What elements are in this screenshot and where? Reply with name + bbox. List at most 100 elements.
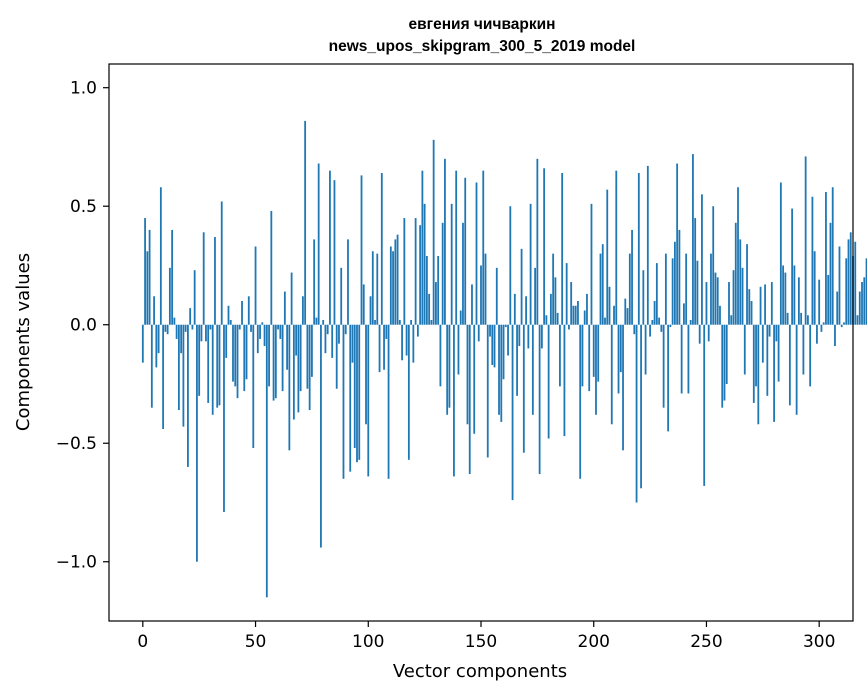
bar <box>779 182 782 325</box>
bar <box>209 324 212 330</box>
bar <box>495 267 498 325</box>
bar <box>200 324 203 342</box>
bar <box>356 324 358 463</box>
bar <box>606 189 609 325</box>
bar <box>428 293 431 325</box>
bar <box>782 265 785 325</box>
bar <box>701 194 703 325</box>
bar <box>407 324 410 460</box>
bar <box>825 191 827 325</box>
bar <box>317 163 320 325</box>
bar <box>425 255 428 325</box>
bar <box>527 324 530 349</box>
y-tick-label: 0.5 <box>70 197 97 217</box>
bar <box>432 139 435 325</box>
bar <box>338 324 340 344</box>
bar <box>205 324 207 342</box>
bar <box>439 324 442 387</box>
bar <box>525 296 527 325</box>
bar <box>250 324 252 332</box>
bar <box>369 296 372 325</box>
bar <box>311 324 313 377</box>
chart-title: евгения чичваркин news_upos_skipgram_300… <box>329 16 636 55</box>
bar <box>545 315 548 325</box>
bar <box>696 260 699 325</box>
bar <box>247 296 250 325</box>
bar <box>256 324 259 354</box>
x-tick-label: 300 <box>803 632 835 652</box>
bar <box>315 317 318 325</box>
bar <box>820 324 823 332</box>
bar <box>362 284 365 325</box>
bar <box>613 305 615 325</box>
bar <box>198 324 201 396</box>
bar <box>146 251 149 325</box>
bar <box>295 324 298 356</box>
bar <box>171 229 174 325</box>
bar <box>191 324 194 330</box>
bar <box>502 324 505 380</box>
bar <box>272 324 275 401</box>
bar <box>475 182 478 325</box>
bar <box>507 324 509 356</box>
bar <box>646 165 649 325</box>
bar <box>435 282 437 325</box>
bar <box>378 324 381 373</box>
bar <box>326 324 329 335</box>
bar <box>347 239 349 325</box>
bar <box>153 296 155 325</box>
bar <box>655 263 658 325</box>
bar <box>543 168 546 325</box>
bar <box>342 324 345 479</box>
bar <box>775 324 778 342</box>
bar <box>155 324 158 368</box>
bar <box>340 267 343 325</box>
bar <box>595 324 597 415</box>
bar <box>283 291 286 325</box>
bar <box>640 324 642 489</box>
bar <box>723 324 726 401</box>
bar <box>856 315 859 325</box>
bar <box>159 187 162 325</box>
bar <box>464 177 467 325</box>
bar <box>764 284 766 325</box>
bar <box>358 324 361 460</box>
x-tick-label: 0 <box>137 632 148 652</box>
bar <box>813 251 816 325</box>
bar <box>579 324 582 479</box>
bar <box>791 208 794 325</box>
bar <box>522 324 525 453</box>
bar <box>202 232 205 325</box>
bar <box>556 312 559 325</box>
bar <box>574 305 577 325</box>
bar <box>486 324 489 458</box>
bar <box>214 237 216 325</box>
bar <box>631 229 633 325</box>
bar <box>274 324 277 399</box>
bar <box>392 251 394 325</box>
bar <box>232 324 234 382</box>
bar <box>349 324 352 472</box>
bar <box>265 324 268 598</box>
bar <box>714 272 717 325</box>
bar <box>707 324 710 342</box>
bar <box>500 324 503 422</box>
bar <box>743 324 746 375</box>
bar <box>187 324 189 467</box>
bar <box>383 324 385 370</box>
bar <box>335 324 338 389</box>
bar <box>374 319 376 325</box>
bar <box>770 282 773 325</box>
bar <box>649 324 651 337</box>
bar <box>768 324 771 337</box>
bar <box>441 222 444 325</box>
bar <box>664 253 667 325</box>
bar <box>279 324 282 339</box>
bar <box>457 324 460 375</box>
bar <box>263 324 266 347</box>
bar <box>610 324 613 425</box>
bar <box>581 324 584 387</box>
bar <box>308 324 311 411</box>
bar <box>858 291 861 325</box>
bar <box>313 239 316 325</box>
